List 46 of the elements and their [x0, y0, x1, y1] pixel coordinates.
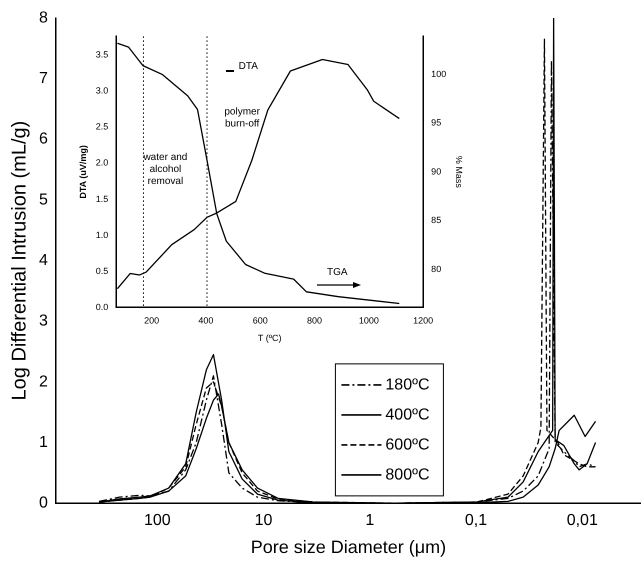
x-axis-title: T (ºC): [258, 333, 282, 344]
y-tick-label: 8: [38, 9, 48, 26]
annotation: TGA: [326, 266, 348, 278]
y-tick-label: 2.5: [96, 122, 108, 132]
y-tick-label: 7: [38, 70, 48, 88]
x-tick-label: 800: [307, 315, 322, 326]
y-tick-label: 2.0: [96, 158, 108, 168]
y-axis-title: DTA (uV/mg): [78, 145, 88, 199]
y2-axis-title: % Mass: [454, 156, 464, 188]
y-tick-label: 0.5: [96, 266, 108, 276]
y-tick-label: 2: [38, 373, 48, 390]
y-tick-label: 1.0: [96, 230, 108, 240]
y2-tick-label: 85: [431, 215, 442, 226]
y-tick-label: 6: [38, 130, 48, 148]
x-tick-label: 100: [144, 512, 171, 530]
annotation: polymer burn-off: [224, 106, 261, 130]
legend-label: 800ºC: [385, 466, 430, 484]
annotation: water and alcohol removal: [142, 152, 188, 187]
y2-tick-label: 80: [431, 264, 442, 274]
legend-label: 600ºC: [385, 436, 430, 454]
x-tick-label: 1000: [358, 315, 379, 326]
y-tick-label: 1.5: [96, 194, 108, 204]
legend-label: 400ºC: [385, 406, 430, 424]
y-tick-label: 3.5: [96, 50, 108, 60]
y-tick-label: 0.0: [96, 302, 108, 312]
y-tick-label: 3: [38, 312, 48, 330]
annotation: DTA: [238, 60, 258, 72]
x-tick-label: 200: [144, 315, 160, 326]
legend-label: 180ºC: [385, 376, 430, 394]
x-tick-label: 1: [365, 512, 374, 530]
y2-tick-label: 100: [431, 68, 446, 79]
x-tick-label: 0,1: [464, 512, 488, 530]
y-tick-label: 0: [38, 494, 48, 512]
x-tick-label: 0,01: [566, 512, 598, 530]
y2-tick-label: 95: [431, 118, 442, 128]
x-axis-title: Pore size Diameter (μm): [250, 537, 446, 558]
x-tick-label: 1200: [413, 315, 434, 326]
x-tick-label: 600: [252, 315, 268, 326]
y-tick-label: 5: [38, 191, 48, 208]
x-tick-label: 400: [198, 315, 214, 326]
y-tick-label: 3.0: [96, 86, 108, 96]
y-tick-label: 4: [38, 252, 48, 270]
y-axis-title: Log Differential Intrusion (mL/g): [8, 120, 31, 400]
y-tick-label: 1: [38, 434, 48, 451]
y2-tick-label: 90: [431, 166, 442, 176]
x-tick-label: 10: [254, 512, 273, 530]
